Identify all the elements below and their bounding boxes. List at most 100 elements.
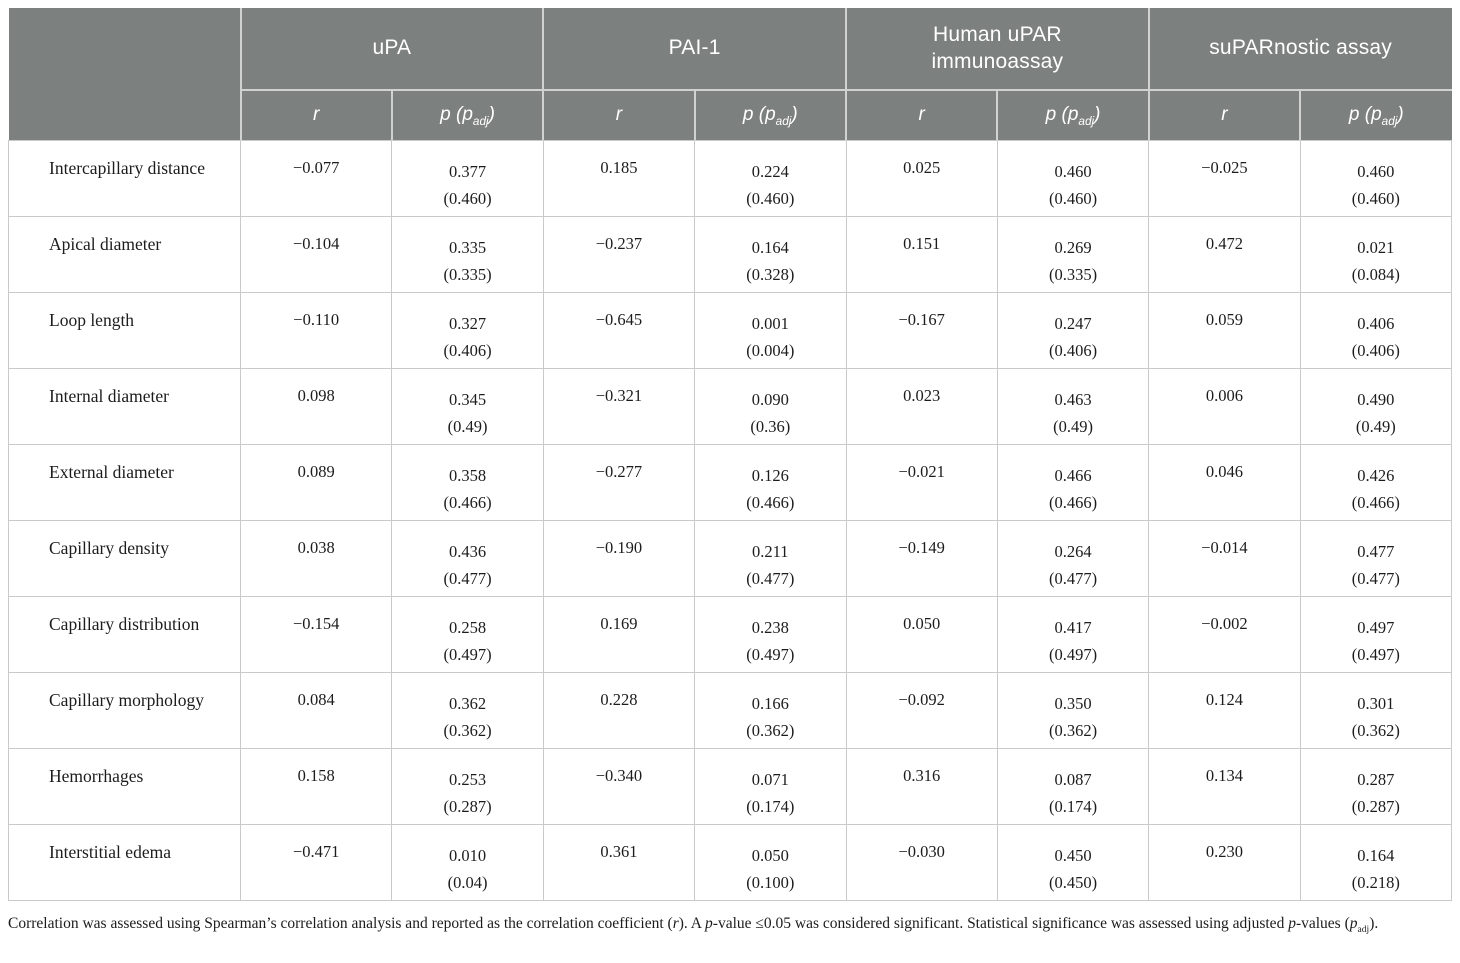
table-row: Capillary morphology 0.084 0.362 (0.362) 0.2… (8, 671, 1453, 749)
r-value-cell: 0.158 (239, 747, 393, 825)
table-footnote: Correlation was assessed using Spearman’… (8, 914, 1379, 935)
row-label: External diameter (8, 443, 241, 521)
r-value-cell: 0.025 (845, 139, 998, 217)
table-row: Capillary density 0.038 0.436 (0.477) −0.190… (8, 519, 1453, 597)
r-value-cell: 0.038 (239, 519, 393, 597)
p-adj-value: (0.218) (1351, 872, 1400, 892)
p-value-cell: 0.426 (0.466) (1299, 443, 1453, 521)
r-value-cell: −0.190 (542, 519, 696, 597)
p-value: 0.490 (1357, 389, 1395, 409)
r-value-cell: −0.645 (542, 291, 696, 369)
p-value-cell: 0.269 (0.335) (996, 215, 1150, 293)
row-label: Capillary distribution (8, 595, 241, 673)
r-value-cell: −0.149 (845, 519, 998, 597)
p-adj-value: (0.406) (1351, 340, 1400, 360)
subheader-r: r (844, 90, 998, 140)
p-value: 0.087 (1054, 769, 1092, 789)
p-value-cell: 0.001 (0.004) (694, 291, 847, 369)
p-adj-value: (0.362) (1049, 720, 1098, 740)
p-value-cell: 0.164 (0.218) (1299, 823, 1453, 901)
p-value: 0.460 (1357, 161, 1395, 181)
p-value-cell: 0.050 (0.100) (694, 823, 847, 901)
r-value-cell: 0.089 (239, 443, 393, 521)
p-adj-value: (0.477) (746, 568, 795, 588)
r-value-cell: 0.472 (1148, 215, 1301, 293)
r-value-cell: −0.077 (239, 139, 393, 217)
p-value-cell: 0.377 (0.460) (391, 139, 544, 217)
p-value: 0.164 (751, 237, 789, 257)
row-label: Capillary morphology (8, 671, 241, 749)
subheader-r: r (542, 90, 695, 140)
p-adj-value: (0.497) (1049, 644, 1098, 664)
p-value-cell: 0.350 (0.362) (996, 671, 1150, 749)
p-adj-value: (0.362) (1351, 720, 1400, 740)
r-value-cell: 0.124 (1148, 671, 1301, 749)
r-value-cell: −0.014 (1148, 519, 1301, 597)
p-adj-value: (0.466) (1351, 492, 1400, 512)
p-value: 0.450 (1054, 845, 1092, 865)
r-value-cell: 0.059 (1148, 291, 1301, 369)
p-value-cell: 0.460 (0.460) (1299, 139, 1453, 217)
p-value: 0.258 (449, 617, 487, 637)
p-value-cell: 0.417 (0.497) (996, 595, 1150, 673)
p-value: 0.269 (1054, 237, 1092, 257)
p-value-cell: 0.477 (0.477) (1299, 519, 1453, 597)
p-value-cell: 0.301 (0.362) (1299, 671, 1453, 749)
p-value: 0.406 (1357, 313, 1395, 333)
table-body: Intercapillary distance −0.077 0.377 (0.460… (8, 139, 1453, 901)
r-value-cell: −0.002 (1148, 595, 1301, 673)
p-adj-value: (0.460) (746, 188, 795, 208)
p-value: 0.436 (449, 541, 487, 561)
p-adj-value: (0.362) (746, 720, 795, 740)
group-header-upa: uPA (239, 8, 544, 91)
group-header-pai1: PAI-1 (542, 8, 846, 91)
p-adj-value: (0.174) (746, 796, 795, 816)
r-value-cell: 0.023 (845, 367, 998, 445)
p-adj-value: (0.477) (1049, 568, 1098, 588)
r-value-cell: 0.084 (239, 671, 393, 749)
p-adj-value: (0.466) (1049, 492, 1098, 512)
p-value: 0.463 (1054, 389, 1092, 409)
table-row: External diameter 0.089 0.358 (0.466) −0.277… (8, 443, 1453, 521)
p-value-cell: 0.126 (0.466) (694, 443, 847, 521)
p-value-cell: 0.264 (0.477) (996, 519, 1150, 597)
r-value-cell: −0.340 (542, 747, 696, 825)
r-value-cell: −0.154 (239, 595, 393, 673)
p-value-cell: 0.090 (0.36) (694, 367, 847, 445)
p-adj-value: (0.450) (1049, 872, 1098, 892)
r-value-cell: −0.025 (1148, 139, 1301, 217)
p-value-cell: 0.460 (0.460) (996, 139, 1150, 217)
p-value-cell: 0.238 (0.497) (694, 595, 847, 673)
p-value-cell: 0.463 (0.49) (996, 367, 1150, 445)
p-adj-value: (0.174) (1049, 796, 1098, 816)
table-header: uPA PAI-1 Human uPAR immunoassay suPARno… (8, 8, 1452, 140)
p-value-cell: 0.327 (0.406) (391, 291, 544, 369)
p-adj-value: (0.335) (443, 264, 492, 284)
r-value-cell: −0.277 (542, 443, 696, 521)
group-header-label: uPA (372, 36, 412, 60)
corner-cell (8, 8, 241, 140)
p-value-cell: 0.224 (0.460) (694, 139, 847, 217)
p-adj-value: (0.477) (1351, 568, 1400, 588)
table-row: Capillary distribution −0.154 0.258 (0.497)… (8, 595, 1453, 673)
p-value: 0.358 (449, 465, 487, 485)
r-value-cell: −0.321 (542, 367, 696, 445)
group-header-label: suPARnostic assay (1209, 36, 1392, 60)
p-adj-value: (0.406) (443, 340, 492, 360)
p-value-cell: 0.287 (0.287) (1299, 747, 1453, 825)
p-value-cell: 0.497 (0.497) (1299, 595, 1453, 673)
p-value: 0.466 (1054, 465, 1092, 485)
r-value-cell: −0.021 (845, 443, 998, 521)
p-value: 0.345 (449, 389, 487, 409)
table-row: Intercapillary distance −0.077 0.377 (0.460… (8, 139, 1453, 217)
r-value-cell: 0.151 (845, 215, 998, 293)
p-value: 0.126 (751, 465, 789, 485)
p-value: 0.497 (1357, 617, 1395, 637)
r-value-cell: 0.050 (845, 595, 998, 673)
r-value-cell: 0.046 (1148, 443, 1301, 521)
row-label: Hemorrhages (8, 747, 241, 825)
subheader-p: p (padj) (996, 90, 1149, 140)
p-adj-value: (0.04) (447, 872, 488, 892)
table-row: Loop length −0.110 0.327 (0.406) −0.645 0.001… (8, 291, 1453, 369)
p-value-cell: 0.345 (0.49) (391, 367, 544, 445)
